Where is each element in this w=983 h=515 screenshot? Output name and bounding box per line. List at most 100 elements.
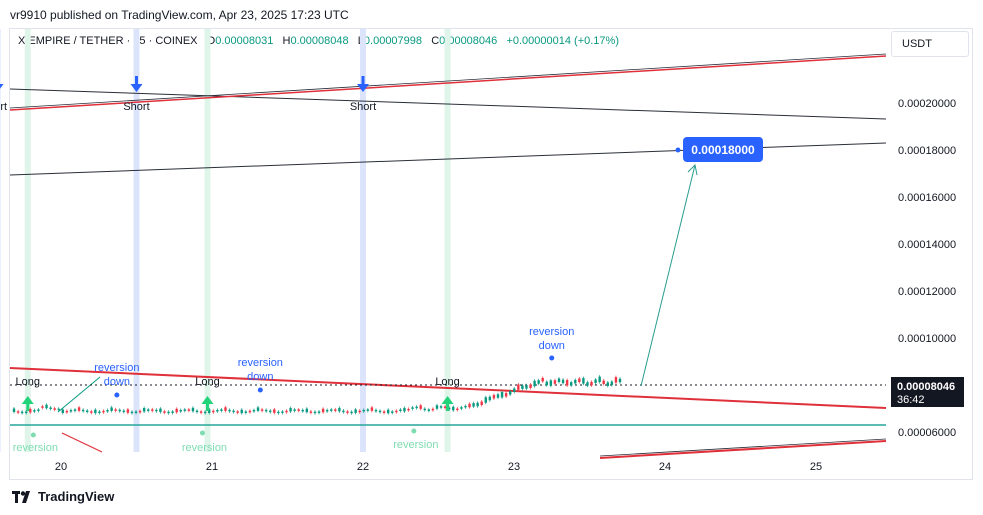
change-value: +0.00000014 (+0.17%) bbox=[506, 35, 619, 47]
candle-body bbox=[232, 410, 235, 413]
reversion-down-text: reversion bbox=[94, 362, 139, 374]
currency-unit-button[interactable]: USDT bbox=[891, 31, 969, 57]
candle-body bbox=[49, 407, 52, 410]
reversion-up-signal[interactable]: reversion bbox=[182, 430, 227, 455]
candle-body bbox=[386, 409, 390, 414]
candle-body bbox=[427, 409, 431, 411]
candle-body bbox=[142, 408, 146, 412]
candle-body bbox=[65, 410, 69, 413]
candle-body bbox=[248, 410, 252, 413]
candle-body bbox=[220, 409, 223, 411]
long-signal-marker[interactable]: Long bbox=[195, 376, 220, 411]
reversion-up-signal[interactable]: reversion bbox=[13, 432, 58, 455]
candle-body bbox=[370, 407, 374, 411]
reversion-up-dot bbox=[199, 430, 205, 436]
reversion-up-signal[interactable]: reversion bbox=[393, 428, 438, 452]
candle-body bbox=[293, 409, 296, 411]
short-signal-marker[interactable]: Short bbox=[350, 76, 376, 113]
reversion-down-text: down bbox=[104, 376, 130, 388]
tradingview-brand: TradingView bbox=[38, 489, 115, 504]
signal-bands bbox=[0, 29, 451, 452]
short-signal-marker[interactable]: hort bbox=[0, 76, 7, 113]
short-signal-marker[interactable]: Short bbox=[123, 76, 150, 113]
candle-body bbox=[208, 409, 211, 413]
tradingview-footer[interactable]: TradingView bbox=[12, 489, 114, 504]
candle-body bbox=[513, 388, 516, 392]
price-tick-label: 0.00018000 bbox=[898, 145, 956, 157]
target-price-label[interactable]: 0.00018000 bbox=[683, 137, 763, 162]
long-signal-marker[interactable]: Long bbox=[16, 376, 40, 411]
candle-body bbox=[334, 409, 337, 411]
candle-body bbox=[602, 380, 605, 385]
candle-body bbox=[586, 382, 589, 386]
long-signal-marker[interactable]: Long bbox=[435, 376, 460, 411]
candle-body bbox=[317, 411, 321, 413]
candle-body bbox=[151, 409, 154, 411]
short-signal-band bbox=[360, 29, 366, 452]
candle-body bbox=[240, 409, 243, 414]
candle-body bbox=[228, 409, 231, 412]
candle-body bbox=[456, 408, 459, 411]
price-tick-label: 0.00006000 bbox=[898, 427, 956, 439]
candle-body bbox=[431, 408, 435, 411]
candle-body bbox=[504, 393, 508, 397]
candle-body bbox=[203, 411, 207, 414]
reversion-up-text: reversion bbox=[182, 442, 227, 454]
reversion-down-signal[interactable]: reversion down bbox=[94, 362, 139, 398]
target-arrow-line bbox=[640, 164, 696, 387]
candle-body bbox=[590, 381, 593, 386]
candle-body bbox=[16, 411, 20, 413]
candle-body bbox=[614, 377, 618, 383]
candle-body bbox=[138, 410, 142, 413]
candle-body bbox=[114, 409, 117, 411]
candle-body bbox=[399, 409, 402, 412]
upper-descending-trendline[interactable] bbox=[9, 88, 887, 120]
candle-body bbox=[553, 380, 557, 384]
price-tick-label: 0.00016000 bbox=[898, 192, 956, 204]
short-signal-label: Short bbox=[350, 101, 376, 113]
candle-body bbox=[565, 380, 569, 386]
upper-rising-trendline[interactable] bbox=[9, 55, 887, 111]
low-value: 0.00007998 bbox=[363, 35, 423, 47]
high-value: 0.00008048 bbox=[290, 35, 349, 47]
reversion-down-text: reversion bbox=[238, 357, 283, 369]
symbol-name[interactable]: X EMPIRE / TETHER · 45 · COINEX bbox=[18, 35, 198, 47]
candle-body bbox=[435, 405, 439, 409]
reversion-down-signal[interactable]: reversion down bbox=[238, 357, 283, 393]
candle-body bbox=[297, 409, 300, 411]
candle-body bbox=[561, 379, 565, 384]
long-arrow-shaft bbox=[446, 404, 450, 411]
candle-body bbox=[37, 409, 40, 411]
open-label: O bbox=[206, 35, 216, 47]
candle-body bbox=[411, 407, 414, 409]
candle-body bbox=[549, 380, 553, 386]
candle-body bbox=[492, 394, 496, 399]
upper-rising-trendline-shadow bbox=[9, 53, 887, 109]
target-arrow-head bbox=[687, 163, 698, 176]
candle-body bbox=[443, 406, 447, 409]
time-tick-label: 20 bbox=[55, 461, 67, 473]
candle-body bbox=[476, 402, 479, 407]
candle-body bbox=[578, 378, 581, 383]
short-arrow-shaft bbox=[361, 76, 365, 84]
candle-body bbox=[277, 411, 280, 414]
short-signal-label: hort bbox=[0, 101, 7, 113]
candle-body bbox=[126, 409, 130, 413]
candle-body bbox=[98, 411, 101, 414]
bar-countdown: 36:42 bbox=[897, 394, 925, 406]
arrow-up-icon bbox=[21, 396, 34, 404]
reversion-down-signal[interactable]: reversion down bbox=[529, 326, 574, 361]
candle-body bbox=[77, 407, 81, 411]
bottom-rising-trendline[interactable] bbox=[599, 440, 887, 459]
candle-body bbox=[350, 411, 353, 414]
candle-body bbox=[264, 409, 268, 412]
candle-body bbox=[378, 410, 382, 413]
last-price-value: 0.00008046 bbox=[897, 381, 955, 393]
candle-body bbox=[618, 378, 622, 383]
candle-body bbox=[147, 409, 150, 411]
lower-descending-trendline[interactable] bbox=[9, 367, 887, 409]
candle-body bbox=[423, 408, 426, 411]
published-by: vr9910 published on TradingView.com, Apr… bbox=[10, 8, 349, 22]
